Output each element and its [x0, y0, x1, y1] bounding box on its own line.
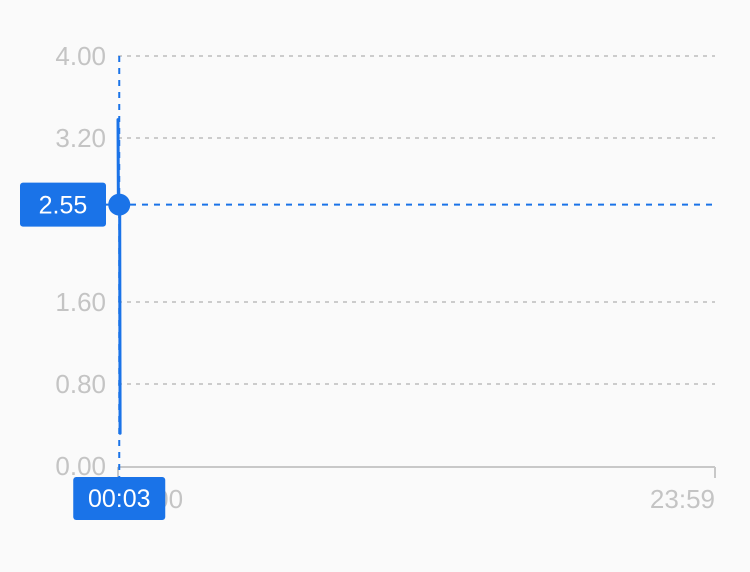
y-value-badge	[20, 182, 106, 227]
crosshair-badges: 2.55 00:03	[20, 182, 166, 520]
crosshair-point[interactable]	[108, 193, 131, 216]
y-tick-label: 0.00	[55, 451, 106, 481]
y-value-badge-label: 2.55	[39, 192, 88, 220]
crosshair	[82, 56, 715, 478]
y-tick-labels: 0.00 0.80 1.60 3.20 4.00	[55, 41, 106, 481]
x-tick-label-end: 23:59	[650, 484, 715, 514]
y-tick-label: 4.00	[55, 41, 106, 71]
y-tick-label: 3.20	[55, 123, 106, 153]
grid-layer	[118, 55, 715, 385]
series-line-layer	[108, 118, 131, 435]
y-tick-label: 0.80	[55, 369, 106, 399]
x-value-badge-label: 00:03	[88, 485, 151, 513]
y-tick-label: 1.60	[55, 287, 106, 317]
axis-layer	[117, 466, 716, 478]
x-value-badge	[73, 477, 166, 520]
